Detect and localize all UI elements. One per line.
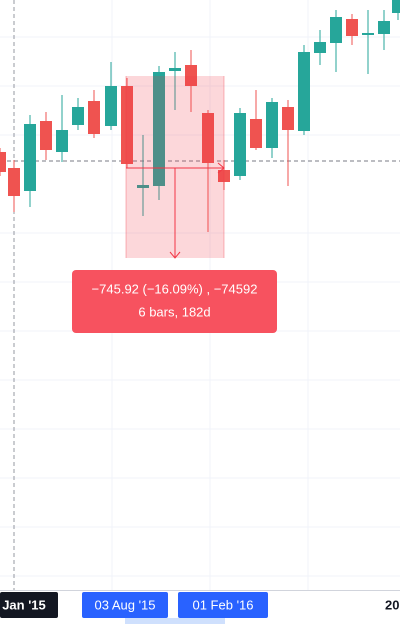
candle-body bbox=[346, 19, 358, 36]
time-label: 20 bbox=[385, 597, 399, 612]
candle-body bbox=[24, 124, 36, 191]
candle-body bbox=[88, 101, 100, 134]
measure-text: −745.92 (−16.09%) , −74592 bbox=[92, 281, 258, 296]
candle-body bbox=[250, 119, 262, 148]
candle-body bbox=[298, 52, 310, 131]
candle-body bbox=[56, 130, 68, 152]
time-label-box bbox=[82, 592, 168, 618]
candle-body bbox=[218, 170, 230, 182]
measure-text: 6 bars, 182d bbox=[138, 304, 210, 319]
measure-tool[interactable]: −745.92 (−16.09%) , −74592 6 bars, 182d bbox=[72, 76, 277, 333]
time-label: 03 Aug '15 bbox=[94, 597, 155, 612]
candle-body bbox=[169, 68, 181, 71]
candle-body bbox=[137, 185, 149, 188]
candle-body bbox=[105, 86, 117, 126]
candle-body bbox=[282, 107, 294, 130]
candle-body bbox=[153, 72, 165, 186]
time-label-box bbox=[178, 592, 268, 618]
measure-arrow bbox=[217, 162, 225, 174]
candle-body bbox=[121, 86, 133, 164]
candle-body bbox=[234, 113, 246, 176]
candle-body bbox=[40, 121, 52, 150]
candle-body bbox=[330, 17, 342, 43]
candle-body bbox=[0, 152, 6, 172]
measure-arrow bbox=[169, 251, 181, 259]
time-label: Jan '15 bbox=[2, 597, 46, 612]
candle-body bbox=[8, 168, 20, 196]
candle-body bbox=[378, 21, 390, 34]
measure-label-box bbox=[72, 270, 277, 333]
candle-body bbox=[362, 33, 374, 35]
candles bbox=[0, 0, 400, 232]
candle-body bbox=[266, 102, 278, 148]
candle-body bbox=[185, 65, 197, 86]
candle-body bbox=[314, 42, 326, 53]
time-label-box bbox=[0, 592, 58, 618]
candle-body bbox=[392, 0, 400, 13]
time-axis: Jan '15 03 Aug '15 01 Feb '16 20 bbox=[0, 590, 400, 634]
time-label: 01 Feb '16 bbox=[192, 597, 253, 612]
range-highlight bbox=[125, 618, 225, 624]
candle-body bbox=[72, 107, 84, 125]
candle-body bbox=[202, 113, 214, 163]
